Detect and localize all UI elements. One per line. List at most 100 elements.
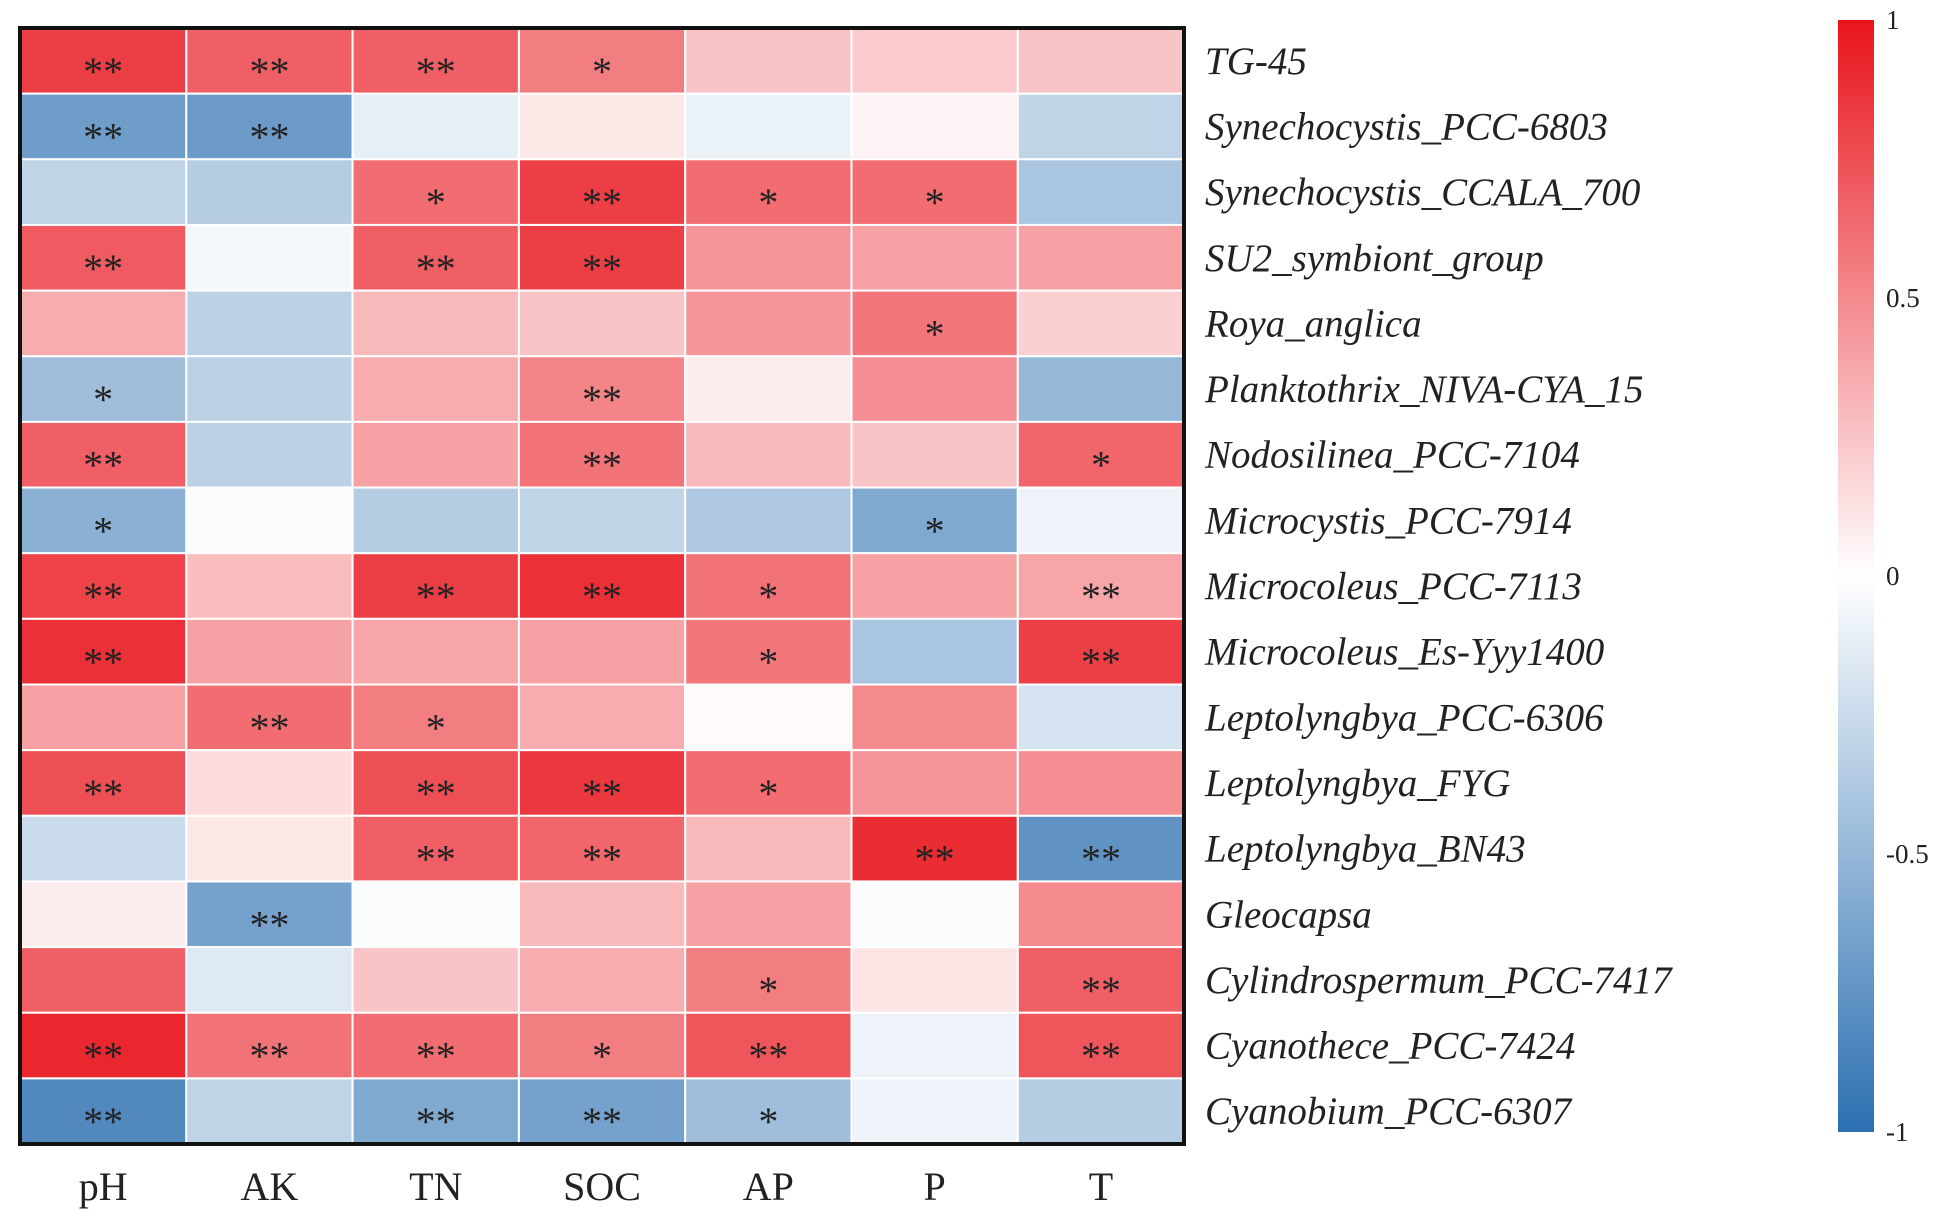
heatmap-cell bbox=[517, 880, 687, 949]
significance-marker: ** bbox=[748, 1034, 788, 1079]
row-label: TG-45 bbox=[1205, 40, 1307, 83]
heatmap-cell bbox=[850, 223, 1019, 292]
significance-marker: ** bbox=[249, 902, 289, 947]
significance-marker: ** bbox=[83, 246, 123, 291]
heatmap-cell bbox=[19, 223, 188, 292]
heatmap-cell bbox=[351, 683, 520, 752]
heatmap-cell bbox=[351, 92, 520, 161]
heatmap-cell bbox=[351, 355, 520, 423]
heatmap-cell bbox=[684, 289, 853, 358]
row-label: Synechocystis_CCALA_700 bbox=[1205, 171, 1640, 214]
colorbar-tick-label: 0 bbox=[1886, 561, 1900, 591]
significance-marker: ** bbox=[83, 574, 123, 619]
heatmap-cell bbox=[684, 1011, 853, 1080]
heatmap-cell bbox=[185, 355, 354, 423]
heatmap-cell bbox=[1016, 158, 1186, 226]
column-labels: pH AK TN SOC AP P T bbox=[79, 1164, 1113, 1209]
significance-marker: ** bbox=[1081, 968, 1121, 1013]
heatmap-cell bbox=[1016, 27, 1186, 95]
heatmap-cell bbox=[351, 880, 520, 949]
heatmap-cell bbox=[517, 1077, 687, 1146]
heatmap-cell bbox=[19, 355, 188, 423]
significance-marker: ** bbox=[83, 1099, 123, 1144]
column-label: AP bbox=[743, 1164, 794, 1209]
significance-marker: ** bbox=[582, 180, 622, 225]
heatmap-cell bbox=[850, 1011, 1019, 1080]
significance-marker: ** bbox=[582, 377, 622, 422]
significance-marker: * bbox=[758, 968, 778, 1013]
heatmap-cell bbox=[185, 683, 354, 752]
significance-marker: * bbox=[758, 574, 778, 619]
heatmap-cell bbox=[185, 814, 354, 883]
heatmap-cell bbox=[517, 749, 687, 817]
significance-marker: ** bbox=[416, 246, 456, 291]
heatmap-cell bbox=[850, 946, 1019, 1014]
column-label: T bbox=[1089, 1164, 1113, 1209]
heatmap-cell bbox=[19, 617, 188, 686]
heatmap-cell bbox=[185, 749, 354, 817]
heatmap-cell bbox=[517, 617, 687, 686]
heatmap-cell bbox=[351, 1011, 520, 1080]
heatmap-cell bbox=[684, 946, 853, 1014]
significance-marker: ** bbox=[416, 771, 456, 816]
significance-marker: ** bbox=[83, 640, 123, 685]
significance-marker: * bbox=[758, 1099, 778, 1144]
significance-marker: ** bbox=[83, 443, 123, 488]
heatmap-cell bbox=[850, 880, 1019, 949]
row-label: Cyanothece_PCC-7424 bbox=[1205, 1025, 1575, 1068]
heatmap-cell bbox=[185, 223, 354, 292]
heatmap-cell bbox=[351, 420, 520, 489]
heatmap-cell bbox=[1016, 420, 1186, 489]
heatmap-cell bbox=[850, 355, 1019, 423]
heatmap-cell bbox=[185, 1011, 354, 1080]
significance-marker: ** bbox=[416, 49, 456, 94]
heatmap-cell bbox=[185, 1077, 354, 1146]
heatmap-cell bbox=[517, 946, 687, 1014]
heatmap-cell bbox=[351, 814, 520, 883]
heatmap-cell bbox=[684, 158, 853, 226]
heatmap-cell bbox=[684, 27, 853, 95]
heatmap-cell bbox=[185, 946, 354, 1014]
heatmap-cell bbox=[185, 289, 354, 358]
significance-marker: * bbox=[93, 508, 113, 553]
row-label: Planktothrix_NIVA-CYA_15 bbox=[1204, 368, 1644, 411]
significance-markers: ** ** ** *** *** ** * *** ** **** **** ** ** *** ** ** *… bbox=[83, 49, 1121, 1144]
heatmap-cell bbox=[351, 552, 520, 620]
heatmap-cell bbox=[1016, 617, 1186, 686]
heatmap-cell bbox=[850, 92, 1019, 161]
heatmap-cell bbox=[1016, 486, 1186, 555]
heatmap-cell bbox=[1016, 223, 1186, 292]
heatmap-cell bbox=[517, 92, 687, 161]
heatmap-cell bbox=[850, 552, 1019, 620]
heatmap-cell bbox=[684, 617, 853, 686]
heatmap-cell bbox=[684, 420, 853, 489]
heatmap-cell bbox=[351, 158, 520, 226]
heatmap-cell bbox=[684, 880, 853, 949]
heatmap-cell bbox=[351, 1077, 520, 1146]
row-label: Synechocystis_PCC-6803 bbox=[1205, 105, 1608, 148]
heatmap-cell bbox=[850, 1077, 1019, 1146]
significance-marker: ** bbox=[1081, 574, 1121, 619]
heatmap-cell bbox=[19, 1077, 188, 1146]
heatmap-cell bbox=[517, 420, 687, 489]
colorbar-gradient bbox=[1838, 20, 1874, 1132]
row-label: Microcoleus_Es-Yyy1400 bbox=[1204, 631, 1604, 674]
heatmap-cell bbox=[1016, 355, 1186, 423]
row-label: Cyanobium_PCC-6307 bbox=[1205, 1090, 1573, 1133]
significance-marker: * bbox=[758, 771, 778, 816]
significance-marker: ** bbox=[915, 837, 955, 882]
heatmap-cell bbox=[684, 814, 853, 883]
heatmap-cell bbox=[517, 486, 687, 555]
column-label: TN bbox=[409, 1164, 462, 1209]
colorbar-tick-label: -0.5 bbox=[1886, 839, 1929, 869]
significance-marker: ** bbox=[249, 114, 289, 159]
heatmap-cell bbox=[1016, 880, 1186, 949]
heatmap-cell bbox=[19, 749, 188, 817]
row-labels: TG-45 Synechocystis_PCC-6803 Synechocystis… bbox=[1204, 40, 1673, 1133]
significance-marker: ** bbox=[249, 49, 289, 94]
significance-marker: ** bbox=[582, 574, 622, 619]
heatmap-cell bbox=[850, 420, 1019, 489]
heatmap-cell bbox=[19, 27, 188, 95]
heatmap-cell bbox=[1016, 92, 1186, 161]
heatmap-cell bbox=[351, 289, 520, 358]
